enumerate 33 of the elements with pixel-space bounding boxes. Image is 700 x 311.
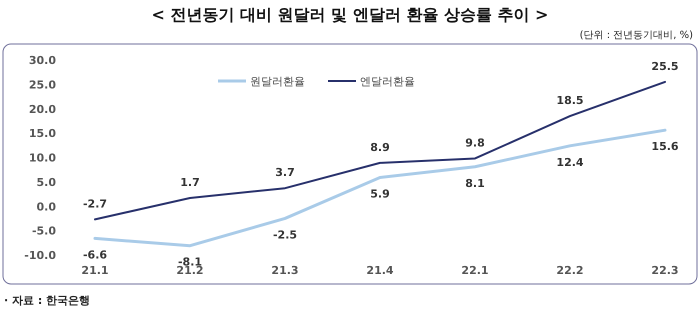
ytick: 25.0 (28, 78, 56, 92)
data-label: 1.7 (180, 176, 200, 189)
ytick: 30.0 (28, 54, 56, 67)
title: < 전년동기 대비 원달러 및 엔달러 환율 상승률 추이 > (152, 5, 548, 24)
ytick: 5.0 (36, 176, 56, 189)
subtitle: (단위 : 전년동기대비, %) (580, 30, 693, 41)
ytick: -10.0 (24, 249, 56, 262)
legend-item: 원달러환율 (250, 75, 305, 88)
data-label: -6.6 (82, 248, 108, 262)
data-label: 18.5 (556, 94, 584, 108)
data-label: 12.4 (556, 156, 584, 169)
ytick: -5.0 (32, 224, 56, 238)
xtick: 21.3 (271, 264, 299, 277)
data-label: 9.8 (465, 136, 485, 150)
xtick: 22.2 (556, 264, 584, 277)
ytick: 15.0 (28, 127, 56, 140)
xtick: 21.4 (366, 264, 394, 277)
ytick: 20.0 (28, 102, 56, 116)
data-label: 25.5 (651, 60, 679, 73)
xtick: 22.3 (651, 264, 679, 277)
xtick: 22.1 (461, 264, 489, 277)
ytick: 10.0 (28, 152, 56, 164)
data-label: -2.5 (272, 228, 298, 242)
data-label: 15.6 (651, 140, 679, 154)
data-label: 8.9 (370, 140, 390, 154)
annotation: · 자료 : 한국은행 (4, 294, 90, 307)
data-label: 8.1 (465, 176, 485, 190)
ytick: 0.0 (36, 200, 56, 214)
data-label: 5.9 (370, 188, 390, 200)
xtick: 21.1 (81, 264, 109, 277)
data-label: 3.7 (275, 166, 295, 180)
legend-item: 엔달러환율 (360, 75, 415, 88)
data-label: -2.7 (82, 197, 108, 210)
